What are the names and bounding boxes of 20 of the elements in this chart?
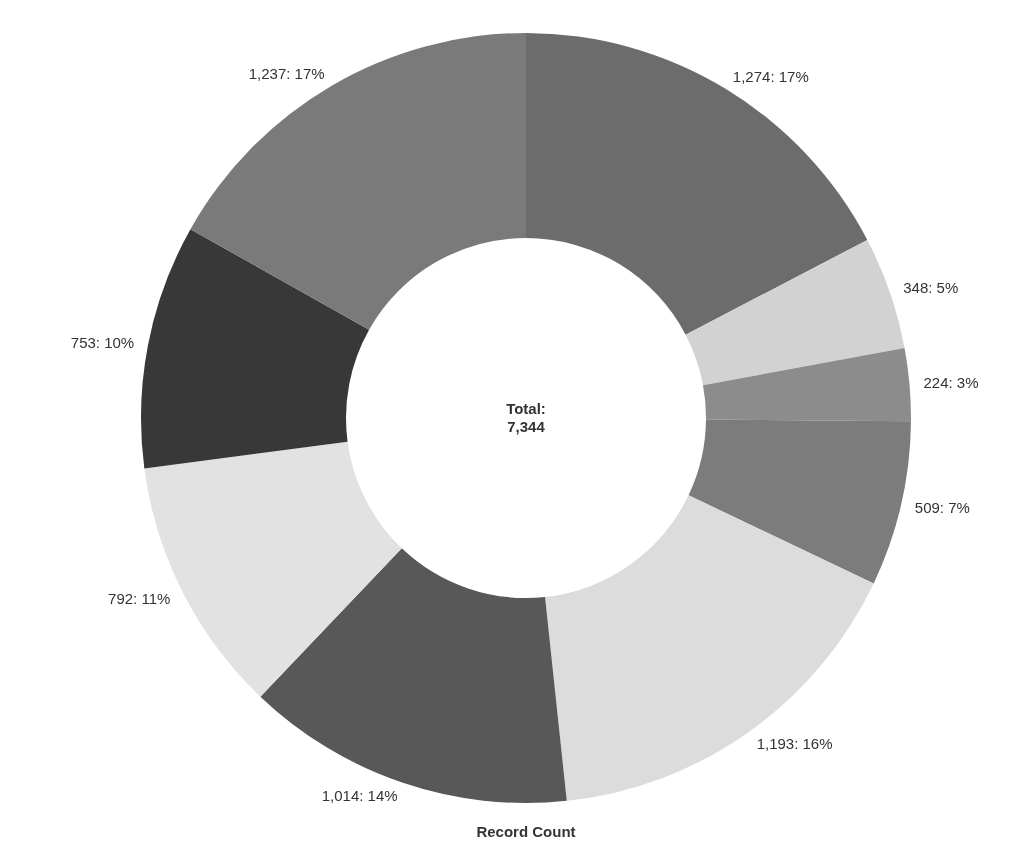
text: Total: 7,344 (506, 400, 546, 435)
data-label: 224: 3% (923, 374, 979, 392)
donut-slice (545, 495, 874, 801)
donut-slice (685, 239, 905, 386)
data-label: 753: 10% (70, 333, 135, 351)
donut-slice (260, 548, 567, 803)
donut-slice (190, 33, 526, 330)
donut-slice (144, 441, 402, 697)
donut-slice (688, 419, 911, 584)
donut-slice (526, 33, 868, 335)
data-label: 509: 7% (914, 498, 970, 516)
data-label: 1,193: 16% (756, 734, 833, 752)
donut-slice (141, 229, 370, 469)
data-label: 1,274: 17% (732, 68, 809, 86)
data-label: 348: 5% (903, 279, 959, 297)
data-label: 1,014: 14% (321, 787, 398, 805)
text: Record Count (476, 823, 576, 840)
data-label: 792: 11% (108, 590, 171, 608)
donut-slice (702, 347, 911, 422)
data-label: 1,237: 17% (248, 64, 325, 82)
